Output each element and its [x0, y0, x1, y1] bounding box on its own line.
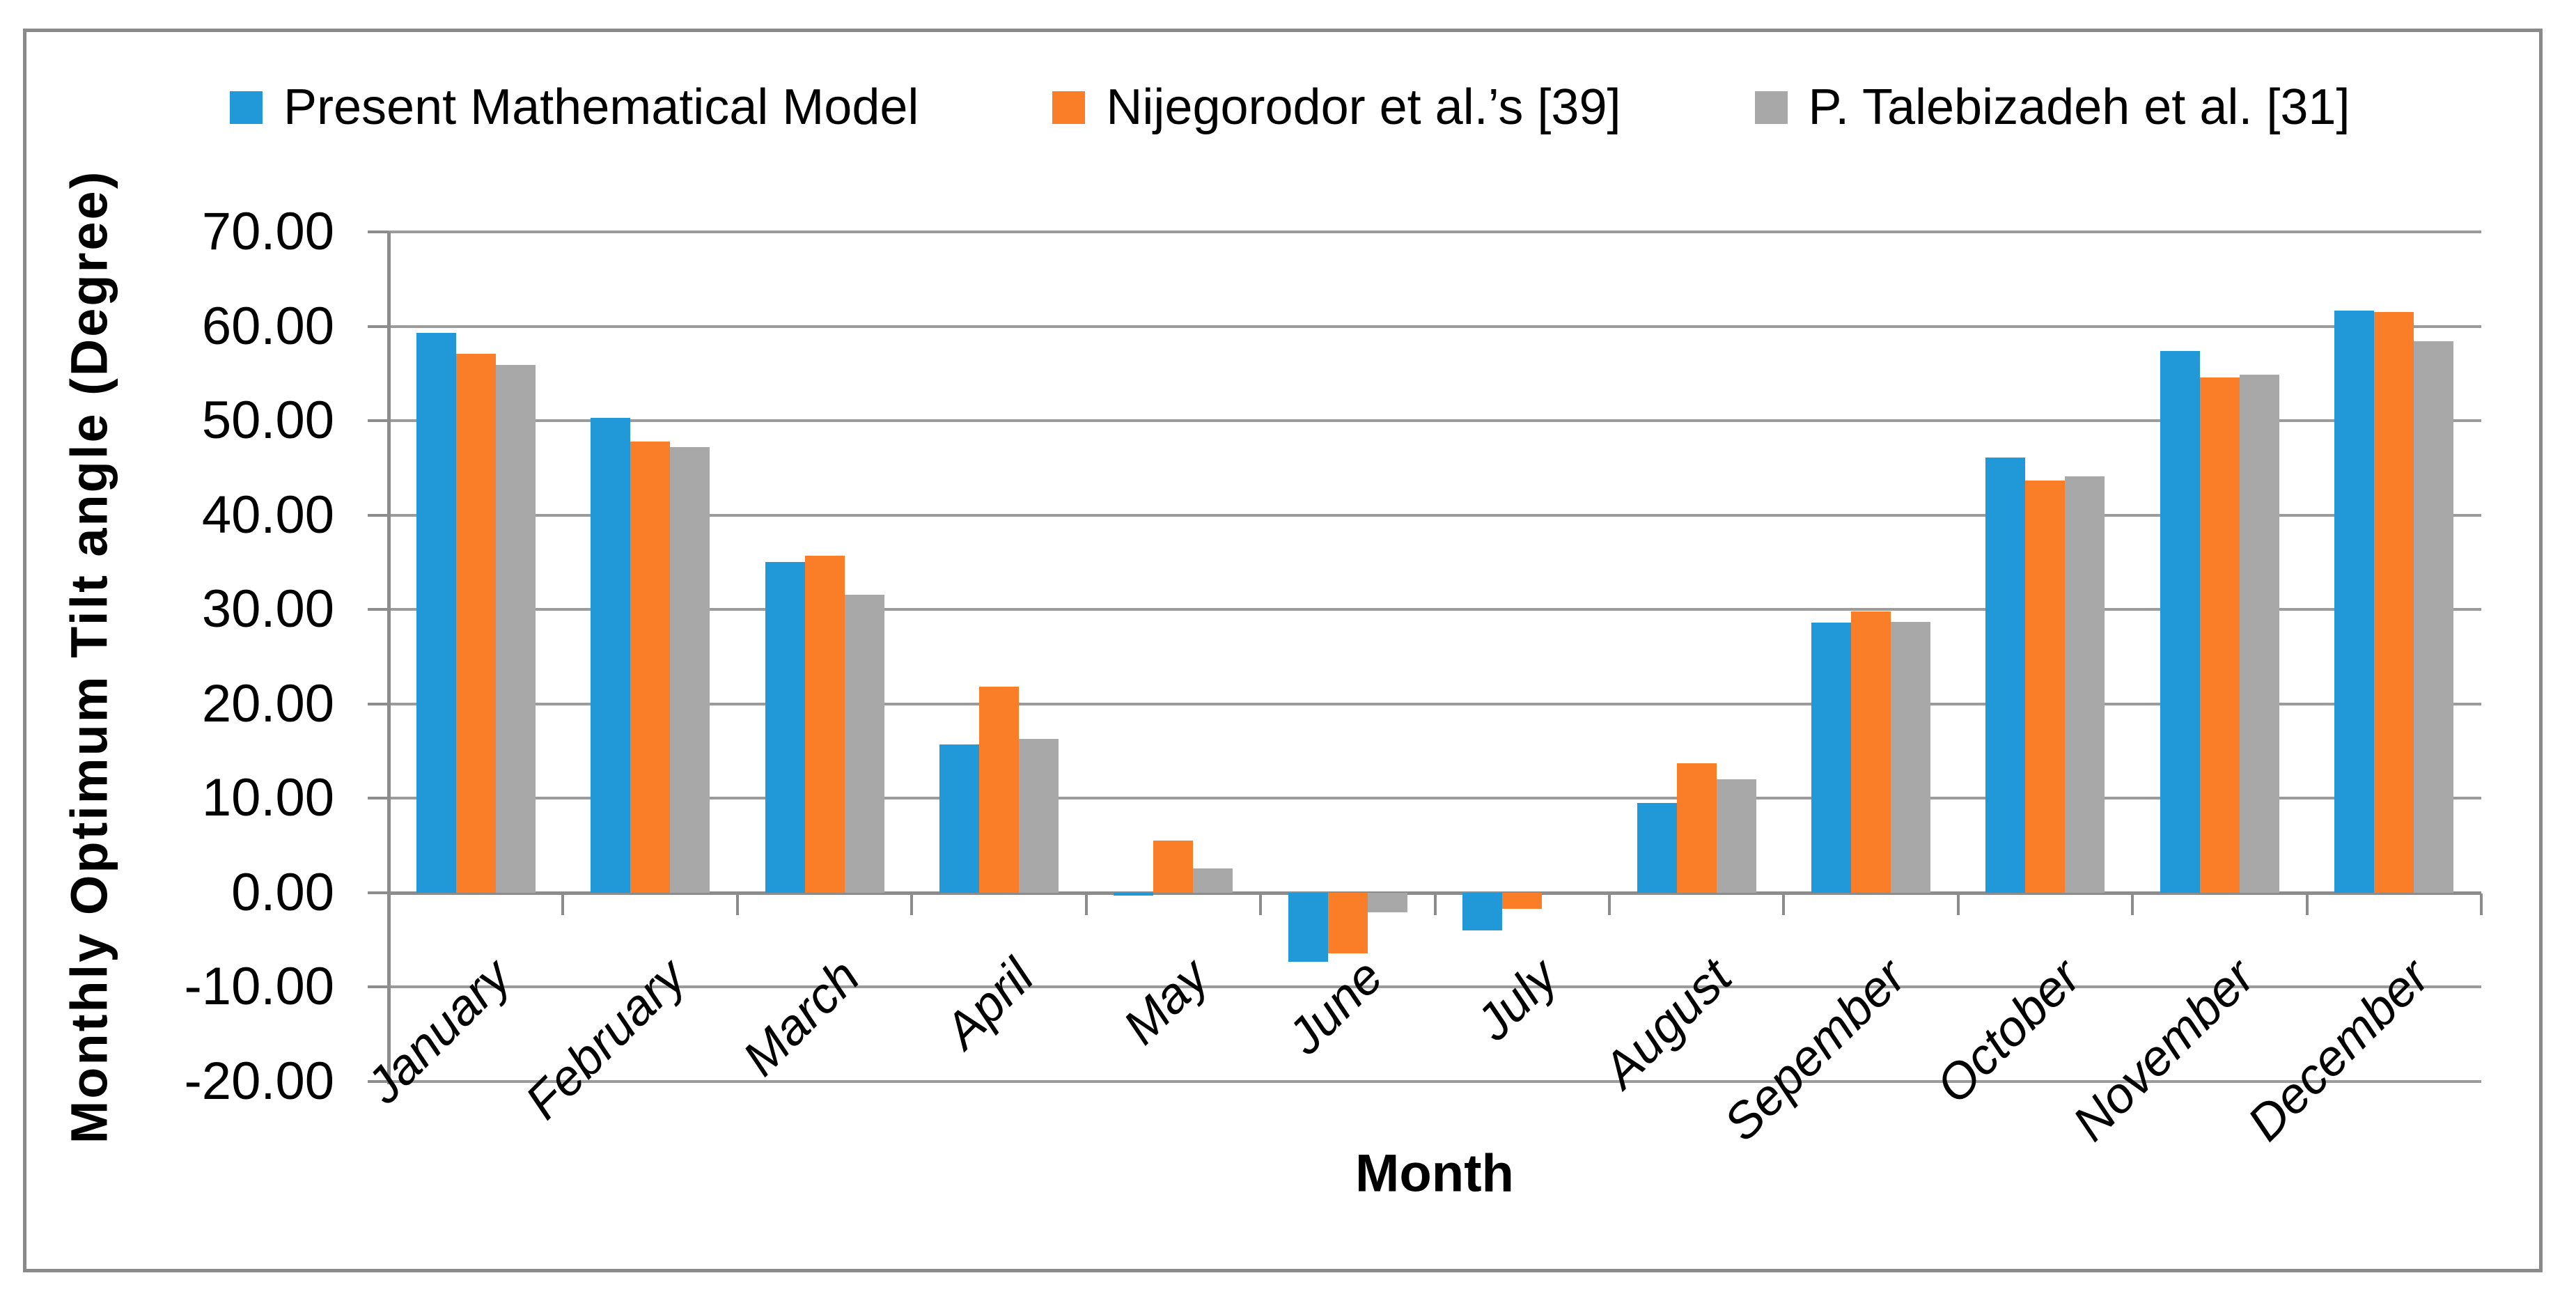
- bar-sepember-series-3: [1891, 621, 1931, 893]
- bar-may-series-3: [1193, 868, 1233, 893]
- x-tick-mark: [2305, 894, 2309, 915]
- bar-november-series-2: [2199, 377, 2240, 893]
- bar-october-series-1: [1985, 457, 2026, 893]
- y-tick-label: 30.00: [201, 579, 334, 639]
- gridline: [389, 608, 2481, 611]
- bar-april-series-1: [939, 744, 979, 893]
- bar-november-series-1: [2160, 350, 2200, 893]
- bar-sepember-series-1: [1811, 623, 1852, 893]
- x-tick-mark: [2131, 894, 2134, 915]
- y-tick-mark: [368, 325, 389, 328]
- y-tick-mark: [368, 702, 389, 705]
- x-tick-mark: [735, 894, 739, 915]
- x-tick-mark: [910, 894, 914, 915]
- gridline: [389, 1080, 2481, 1083]
- bar-february-series-3: [670, 447, 710, 893]
- y-tick-mark: [368, 608, 389, 611]
- bar-november-series-3: [2239, 374, 2279, 893]
- bar-january-series-1: [416, 333, 456, 893]
- x-tick-mark: [1782, 894, 1786, 915]
- gridline: [389, 797, 2481, 800]
- y-tick-label: 0.00: [231, 862, 334, 922]
- chart-legend: Present Mathematical Model Nijegorodor et…: [230, 82, 2350, 132]
- y-tick-label: -20.00: [184, 1052, 335, 1111]
- x-tick-mark: [561, 894, 565, 915]
- bar-august-series-3: [1716, 779, 1756, 893]
- x-tick-mark: [1433, 894, 1437, 915]
- y-tick-mark: [368, 891, 389, 894]
- y-tick-mark: [368, 419, 389, 423]
- bar-march-series-3: [844, 594, 884, 893]
- y-axis-line: [387, 232, 391, 1084]
- x-tick-mark: [387, 894, 390, 915]
- bar-october-series-2: [2025, 480, 2066, 893]
- bar-march-series-2: [804, 555, 845, 893]
- x-tick-mark: [1259, 894, 1263, 915]
- bar-february-series-2: [630, 441, 671, 893]
- bar-april-series-3: [1018, 738, 1059, 893]
- bar-january-series-2: [455, 353, 496, 893]
- x-tick-mark: [1084, 894, 1088, 915]
- gridline: [389, 985, 2481, 989]
- y-tick-label: 70.00: [201, 202, 334, 261]
- y-tick-mark: [368, 231, 389, 233]
- y-tick-mark: [368, 797, 389, 800]
- x-axis-title: Month: [1355, 1144, 1514, 1203]
- x-tick-mark: [1607, 894, 1611, 915]
- bar-april-series-2: [978, 687, 1019, 893]
- legend-item: Nijegorodor et al.’s [39]: [1052, 82, 1621, 132]
- x-tick-mark: [2480, 894, 2483, 915]
- bar-february-series-1: [591, 418, 631, 893]
- bar-august-series-1: [1637, 803, 1677, 893]
- y-tick-mark: [368, 985, 389, 989]
- bar-may-series-1: [1114, 892, 1154, 896]
- y-tick-mark: [368, 513, 389, 517]
- legend-label: Present Mathematical Model: [283, 79, 919, 135]
- bar-december-series-2: [2374, 312, 2414, 893]
- bar-july-series-1: [1462, 892, 1503, 931]
- bar-december-series-3: [2414, 341, 2454, 893]
- gridline: [389, 702, 2481, 705]
- bar-june-series-3: [1367, 892, 1407, 913]
- bar-january-series-3: [495, 365, 536, 893]
- figure-border: [23, 29, 2543, 1272]
- bar-march-series-1: [765, 562, 805, 893]
- legend-swatch-icon: [230, 91, 263, 124]
- plot-area: [389, 231, 2481, 1083]
- legend-swatch-icon: [1052, 91, 1086, 124]
- bar-sepember-series-2: [1851, 611, 1891, 893]
- y-tick-label: 20.00: [201, 673, 334, 733]
- legend-item: Present Mathematical Model: [230, 82, 919, 132]
- gridline: [389, 513, 2481, 517]
- bar-august-series-2: [1676, 763, 1717, 893]
- legend-label: Nijegorodor et al.’s [39]: [1106, 79, 1621, 135]
- bar-october-series-3: [2065, 476, 2105, 893]
- y-tick-label: 40.00: [201, 485, 334, 545]
- x-axis-line: [389, 891, 2481, 895]
- y-tick-label: -10.00: [184, 957, 335, 1017]
- bar-july-series-2: [1502, 892, 1543, 909]
- bar-june-series-1: [1288, 892, 1328, 962]
- bar-may-series-2: [1153, 841, 1194, 893]
- bar-june-series-2: [1327, 892, 1368, 953]
- legend-item: P. Talebizadeh et al. [31]: [1754, 79, 2350, 135]
- gridline: [389, 231, 2481, 233]
- legend-swatch-icon: [1754, 91, 1788, 124]
- x-tick-mark: [1956, 894, 1960, 915]
- y-tick-label: 50.00: [201, 391, 334, 451]
- legend-label: P. Talebizadeh et al. [31]: [1808, 79, 2350, 135]
- y-tick-label: 10.00: [201, 768, 334, 828]
- y-tick-label: 60.00: [201, 296, 334, 356]
- gridline: [389, 325, 2481, 328]
- y-tick-mark: [368, 1080, 389, 1083]
- bar-december-series-1: [2334, 310, 2375, 893]
- gridline: [389, 419, 2481, 423]
